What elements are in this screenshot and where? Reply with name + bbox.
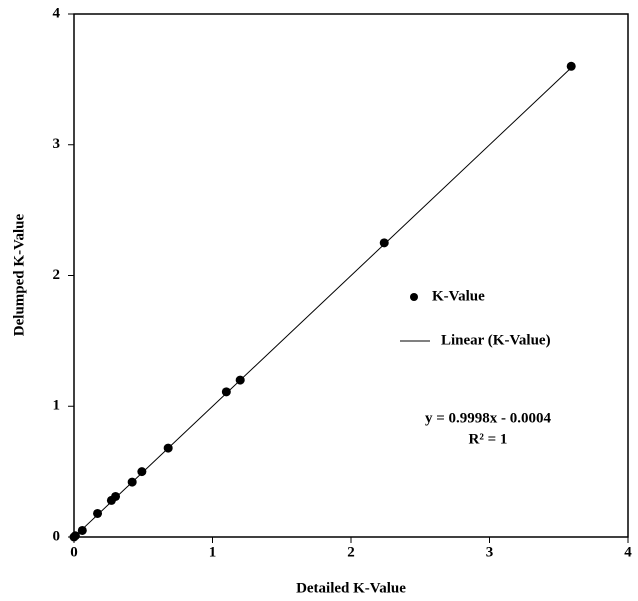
point (70, 531, 80, 541)
point (93, 508, 103, 518)
point (235, 375, 245, 385)
trend-r2: R² = 1 (469, 431, 508, 447)
x-axis-label: Detailed K-Value (296, 580, 406, 596)
point (137, 467, 147, 477)
point (566, 61, 576, 71)
point (127, 477, 137, 487)
point (221, 387, 231, 397)
y-tick-label: 4 (53, 5, 61, 21)
x-tick-label: 2 (347, 544, 355, 560)
point (111, 491, 121, 501)
legend-label: K-Value (432, 288, 485, 304)
point (77, 525, 87, 535)
y-axis-label: Delumped K-Value (11, 213, 27, 336)
legend-label: Linear (K-Value) (441, 332, 551, 348)
x-tick-label: 4 (624, 544, 632, 560)
x-tick-label: 0 (70, 544, 78, 560)
point (163, 443, 173, 453)
trendline (73, 67, 572, 538)
y-tick-label: 2 (53, 267, 61, 283)
trend-equation: y = 0.9998x - 0.0004 (425, 410, 552, 426)
point (379, 238, 389, 248)
x-tick-label: 3 (486, 544, 494, 560)
x-tick-label: 1 (209, 544, 217, 560)
y-tick-label: 1 (53, 398, 61, 414)
y-tick-label: 3 (53, 136, 61, 152)
legend-marker (410, 293, 418, 301)
y-tick-label: 0 (53, 528, 61, 544)
